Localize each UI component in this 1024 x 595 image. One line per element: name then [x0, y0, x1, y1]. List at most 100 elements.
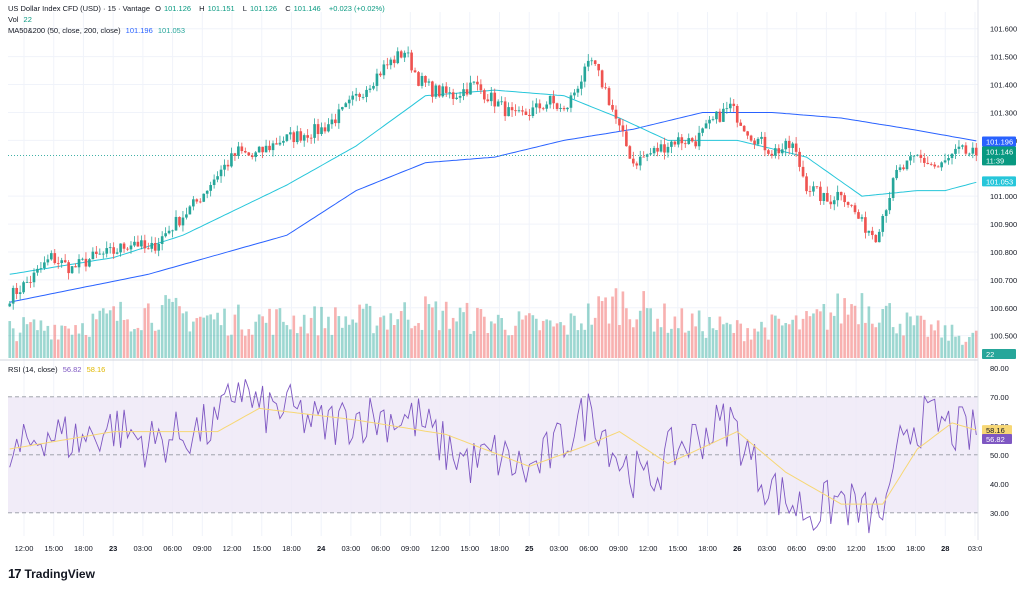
candle-body	[302, 135, 306, 141]
candle	[105, 241, 109, 258]
volume-bar	[153, 330, 157, 358]
candle-body	[365, 89, 368, 97]
candle-body	[867, 230, 871, 233]
candle	[694, 135, 697, 149]
candle	[81, 257, 84, 261]
volume-bar	[791, 319, 794, 358]
candle-body	[185, 214, 188, 218]
candle-body	[313, 124, 316, 138]
candle-body	[129, 245, 133, 250]
candle-body	[916, 154, 919, 156]
candle	[666, 142, 670, 158]
candle	[74, 263, 77, 268]
volume-bar	[157, 329, 161, 358]
volume-bar	[306, 333, 309, 358]
tradingview-logo[interactable]: 17 TradingView	[8, 566, 95, 581]
candle-body	[15, 287, 18, 294]
candle-body	[728, 103, 732, 109]
candle	[791, 141, 794, 155]
candle	[126, 246, 129, 251]
volume-bar	[472, 331, 476, 358]
candle-body	[444, 86, 448, 93]
candle-body	[909, 156, 912, 161]
candle-body	[334, 119, 337, 124]
candle	[891, 177, 895, 201]
candle	[431, 80, 434, 103]
candle	[150, 236, 154, 253]
volume-bar	[302, 314, 306, 358]
candle	[330, 113, 334, 129]
time-tick-label: 09:00	[817, 544, 836, 553]
rsi-ma-value: 58.16	[86, 365, 106, 374]
candle-body	[517, 110, 521, 112]
volume-bar	[129, 331, 133, 358]
candle-body	[503, 101, 507, 117]
candle-body	[822, 193, 826, 202]
candle-body	[493, 92, 497, 107]
candle-body	[718, 111, 722, 122]
candle-body	[455, 97, 458, 99]
volume-bar	[638, 310, 642, 358]
volume-bar	[628, 319, 632, 358]
candle-body	[140, 240, 143, 247]
candle	[112, 242, 115, 259]
candle	[108, 243, 112, 254]
candle-body	[354, 93, 358, 96]
candle	[763, 132, 767, 157]
volume-bar	[732, 332, 736, 358]
candle	[683, 140, 687, 148]
candle	[805, 173, 808, 195]
volume-bar	[264, 322, 268, 358]
time-tick-label: 03:00	[758, 544, 777, 553]
candle-body	[753, 140, 756, 145]
candle-body	[774, 148, 777, 156]
candle	[212, 174, 216, 189]
candle	[448, 87, 452, 99]
candle	[819, 181, 822, 205]
candle	[164, 227, 167, 238]
volume-bar	[521, 319, 524, 358]
volume-bar	[84, 334, 88, 358]
volume-bar	[909, 316, 912, 358]
volume-bar	[812, 313, 815, 358]
volume-bar	[961, 344, 964, 358]
volume-bar	[320, 306, 323, 358]
volume-bar	[503, 329, 507, 358]
candle	[188, 205, 192, 215]
candle	[528, 108, 531, 121]
candle-body	[351, 95, 355, 100]
volume-bar	[285, 325, 289, 358]
ohlc-open: O 101.126	[155, 4, 192, 13]
candle-body	[192, 199, 195, 207]
volume-bar	[313, 306, 316, 358]
candle-body	[569, 95, 573, 108]
candle	[417, 71, 420, 87]
candle	[247, 151, 251, 157]
volume-bar	[340, 327, 344, 358]
candle-body	[230, 153, 233, 167]
candle-body	[749, 135, 753, 141]
volume-bar	[749, 339, 753, 358]
candle-body	[566, 107, 569, 110]
candle	[157, 237, 161, 257]
volume-bar	[767, 339, 770, 358]
candle	[562, 105, 566, 112]
candle	[458, 91, 462, 103]
price-tick-label: 101.600	[990, 25, 1017, 34]
candle	[957, 140, 961, 154]
candle-body	[697, 132, 701, 147]
candle-body	[164, 233, 167, 237]
volume-bar	[476, 307, 479, 358]
candle-body	[327, 124, 330, 132]
candle-body	[687, 138, 691, 145]
candle	[192, 196, 195, 211]
candle	[947, 154, 950, 165]
candle	[98, 248, 102, 255]
volume-bar	[725, 322, 729, 358]
candle-body	[739, 122, 743, 126]
candle-body	[372, 85, 375, 89]
candle	[916, 154, 919, 157]
candle-body	[219, 169, 223, 177]
volume-bar	[832, 315, 836, 358]
candle-body	[936, 166, 940, 168]
